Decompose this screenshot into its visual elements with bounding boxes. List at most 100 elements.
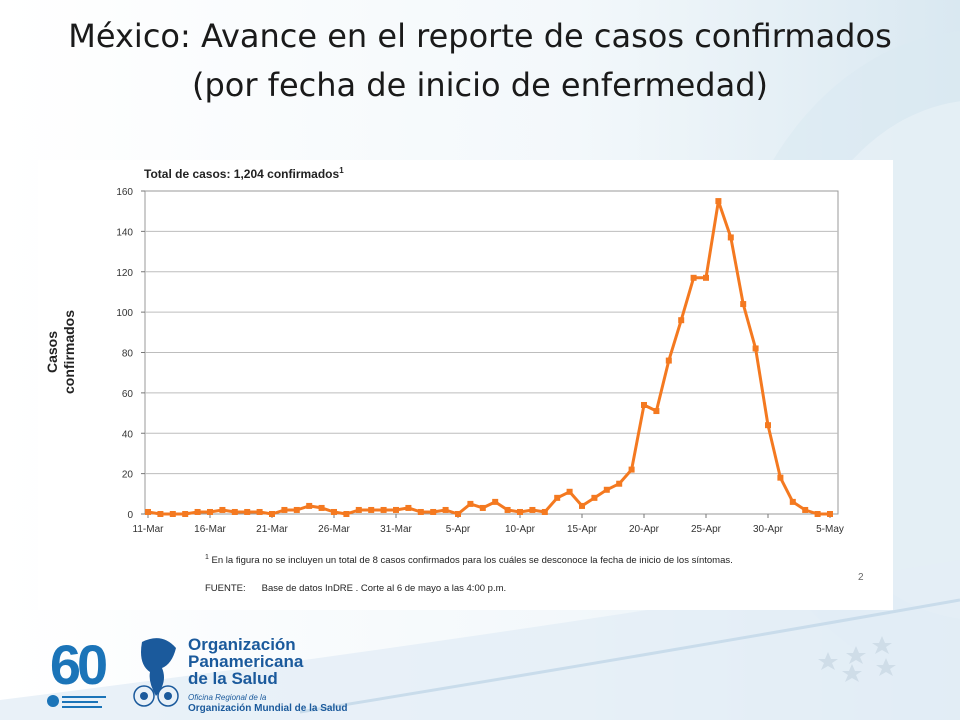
paho-regional-office: Oficina Regional de la: [188, 693, 267, 702]
data-point: [405, 504, 412, 511]
data-point: [318, 504, 325, 511]
y-tick-label: 140: [116, 227, 133, 238]
data-point: [417, 508, 424, 515]
data-point: [579, 502, 585, 509]
paho-org-name: Organización Panamericana de la Salud: [188, 635, 304, 688]
x-tick-label: 31-Mar: [380, 524, 412, 535]
data-point: [616, 480, 623, 487]
data-point: [715, 198, 722, 205]
data-point: [603, 486, 610, 493]
chart-panel: [38, 160, 893, 610]
data-point: [789, 498, 796, 505]
data-point: [591, 494, 598, 501]
y-axis-label: Casos confirmados: [44, 310, 77, 394]
data-point: [641, 401, 647, 408]
data-point: [566, 488, 573, 495]
slide-number: 2: [858, 572, 864, 583]
data-point: [727, 234, 734, 241]
data-point: [814, 511, 821, 517]
y-tick-label: 60: [122, 389, 134, 400]
data-point: [269, 511, 275, 517]
source-note: FUENTE: Base de datos InDRE . Corte al 6 …: [205, 583, 506, 594]
data-point: [479, 504, 486, 511]
data-point: [529, 506, 536, 513]
data-point: [752, 345, 759, 352]
y-tick-label: 100: [116, 308, 133, 319]
footnote-text: En la figura no se incluyen un total de …: [211, 555, 733, 567]
data-point: [182, 511, 189, 517]
y-axis-label-line2: confirmados: [61, 310, 77, 394]
data-point: [827, 511, 833, 517]
data-point: [194, 508, 201, 515]
data-point: [380, 506, 387, 513]
paho-logo: [133, 638, 179, 707]
data-point: [343, 511, 350, 517]
data-point: [207, 508, 213, 515]
y-tick-label: 80: [122, 349, 134, 360]
data-point: [541, 508, 548, 515]
footnote: 1 En la figura no se incluyen un total d…: [205, 554, 733, 566]
y-tick-label: 160: [116, 187, 133, 198]
data-point: [368, 506, 375, 513]
data-point: [169, 511, 176, 517]
x-tick-label: 30-Apr: [753, 524, 784, 535]
x-tick-label: 20-Apr: [629, 524, 660, 535]
data-point: [331, 508, 337, 515]
data-point: [219, 506, 226, 513]
data-point: [293, 506, 300, 513]
data-point: [802, 506, 809, 513]
x-tick-label: 5-Apr: [446, 524, 471, 535]
data-point: [231, 508, 238, 515]
data-point: [492, 498, 499, 505]
data-point: [145, 508, 151, 515]
data-point: [517, 508, 523, 515]
data-point: [393, 506, 399, 513]
x-tick-label: 25-Apr: [691, 524, 722, 535]
chart-header-sup: 1: [339, 166, 344, 175]
stars-decoration: [818, 636, 896, 682]
data-point: [256, 508, 263, 515]
data-point: [442, 506, 449, 513]
data-point: [430, 508, 437, 515]
x-tick-label: 5-May: [816, 524, 844, 535]
y-tick-label: 0: [127, 510, 133, 521]
data-point: [777, 474, 784, 481]
data-point: [244, 508, 251, 515]
x-tick-label: 11-Mar: [133, 524, 165, 535]
anniversary-60-logo: 60: [47, 633, 110, 708]
y-tick-label: 120: [116, 268, 133, 279]
data-point: [455, 511, 461, 517]
y-axis-label-line1: Casos: [44, 331, 60, 373]
data-point: [628, 466, 635, 473]
data-point: [740, 301, 747, 308]
anniversary-60-text: 60: [50, 633, 106, 696]
data-point: [306, 502, 313, 509]
y-tick-label: 40: [122, 429, 134, 440]
x-tick-label: 15-Apr: [567, 524, 598, 535]
paho-who-name: Organización Mundial de la Salud: [188, 703, 348, 714]
data-point: [678, 317, 685, 324]
series-line: [147, 199, 830, 516]
chart-header: Total de casos: 1,204 confirmados1: [144, 166, 344, 181]
data-point: [355, 506, 362, 513]
source-text: Base de datos InDRE . Corte al 6 de mayo…: [261, 583, 507, 594]
x-tick-label: 16-Mar: [194, 524, 226, 535]
x-tick-label: 21-Mar: [256, 524, 288, 535]
source-label: FUENTE:: [205, 583, 246, 594]
slide-title: México: Avance en el reporte de casos co…: [68, 17, 892, 104]
footnote-sup: 1: [205, 554, 209, 561]
chart-header-text: Total de casos: 1,204 confirmados: [144, 167, 340, 181]
data-point: [504, 506, 511, 513]
data-point: [157, 511, 164, 517]
y-tick-label: 20: [122, 470, 134, 481]
data-point: [703, 274, 709, 281]
data-point: [690, 274, 697, 281]
data-point: [554, 494, 561, 501]
data-point: [765, 422, 771, 429]
data-point: [653, 408, 660, 415]
data-point: [467, 500, 474, 507]
x-tick-label: 10-Apr: [505, 524, 536, 535]
x-tick-label: 26-Mar: [318, 524, 350, 535]
data-point: [665, 357, 672, 364]
